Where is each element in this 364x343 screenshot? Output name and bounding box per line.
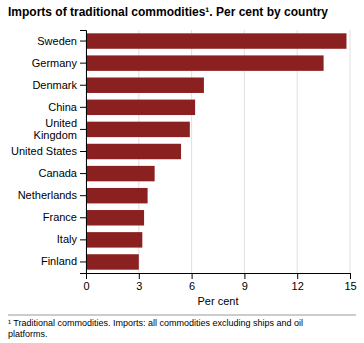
y-tick-label: Canada xyxy=(38,167,77,179)
bar xyxy=(86,210,144,225)
x-tick-label: 12 xyxy=(292,280,304,292)
x-tick-mark xyxy=(139,273,140,279)
y-tick-label: Germany xyxy=(32,57,78,69)
x-tick: 3 xyxy=(136,273,142,292)
x-axis-line xyxy=(87,274,351,280)
y-tick-label: France xyxy=(43,211,77,223)
x-tick-label: 6 xyxy=(189,280,195,292)
y-tick: UnitedKingdom xyxy=(34,117,86,141)
x-tick: 9 xyxy=(242,273,248,292)
y-tick: Canada xyxy=(38,167,86,179)
y-tick-label: Finland xyxy=(41,255,77,267)
y-tick-label: Italy xyxy=(57,233,78,245)
y-tick-mark xyxy=(80,41,86,42)
y-axis: Finland Italy France Netherlands Canada Unite… xyxy=(11,31,87,274)
footnote: ¹ Traditional commodities. Imports: all … xyxy=(8,318,303,339)
bar xyxy=(86,254,139,269)
y-tick-mark xyxy=(80,239,86,240)
y-tick-label: Denmark xyxy=(32,79,77,91)
bar xyxy=(86,122,190,137)
bars xyxy=(86,33,346,269)
y-tick-label: Sweden xyxy=(37,35,77,47)
y-tick-mark xyxy=(80,151,86,152)
y-axis-line xyxy=(80,31,87,274)
x-tick: 12 xyxy=(292,273,304,292)
x-tick-label: 0 xyxy=(83,280,89,292)
x-tick: 6 xyxy=(189,273,195,292)
y-tick-label: China xyxy=(48,101,78,113)
chart-svg: Imports of traditional commodities¹. Per… xyxy=(0,0,364,343)
y-tick: Denmark xyxy=(32,79,86,91)
y-tick-mark xyxy=(80,63,86,64)
plot-area xyxy=(86,30,350,273)
y-tick: Germany xyxy=(32,57,86,69)
y-tick: France xyxy=(43,211,86,223)
x-tick-mark xyxy=(297,273,298,279)
bar xyxy=(86,55,324,70)
bar xyxy=(86,166,155,181)
grid xyxy=(86,30,350,273)
x-tick: 0 xyxy=(83,273,89,292)
x-tick-mark xyxy=(244,273,245,279)
grid-line xyxy=(350,30,351,273)
y-tick-mark xyxy=(80,195,86,196)
y-tick: Finland xyxy=(41,255,86,267)
y-tick: Italy xyxy=(57,233,86,245)
y-tick-label: UnitedKingdom xyxy=(34,117,77,141)
x-tick-label: 9 xyxy=(242,280,248,292)
chart-container: Imports of traditional commodities¹. Per… xyxy=(0,0,364,343)
y-tick-mark xyxy=(80,173,86,174)
y-tick-mark xyxy=(80,217,86,218)
x-axis-title: Per cent xyxy=(198,295,239,307)
bar xyxy=(86,77,204,92)
x-tick-mark xyxy=(192,273,193,279)
bar xyxy=(86,188,148,203)
y-tick: United States xyxy=(11,145,86,157)
title: Imports of traditional commodities¹. Per… xyxy=(8,5,328,19)
y-tick-mark xyxy=(80,107,86,108)
x-tick-mark xyxy=(350,273,351,279)
y-tick: Netherlands xyxy=(18,189,86,201)
y-tick-mark xyxy=(80,261,86,262)
y-tick-mark xyxy=(80,85,86,86)
x-tick-mark xyxy=(86,273,87,279)
x-tick-label: 3 xyxy=(136,280,142,292)
bar xyxy=(86,100,195,115)
bar xyxy=(86,144,181,159)
y-tick-mark xyxy=(80,129,86,130)
y-tick-label: United States xyxy=(11,145,78,157)
bar xyxy=(86,33,346,48)
y-tick: Sweden xyxy=(37,35,86,47)
x-tick-label: 15 xyxy=(344,280,356,292)
bar xyxy=(86,232,142,247)
y-tick: China xyxy=(48,101,86,113)
y-tick-label: Netherlands xyxy=(18,189,78,201)
x-axis: 0 3 6 9 12 15 xyxy=(83,273,356,292)
x-tick: 15 xyxy=(344,273,356,292)
footnote-separator xyxy=(8,315,356,316)
